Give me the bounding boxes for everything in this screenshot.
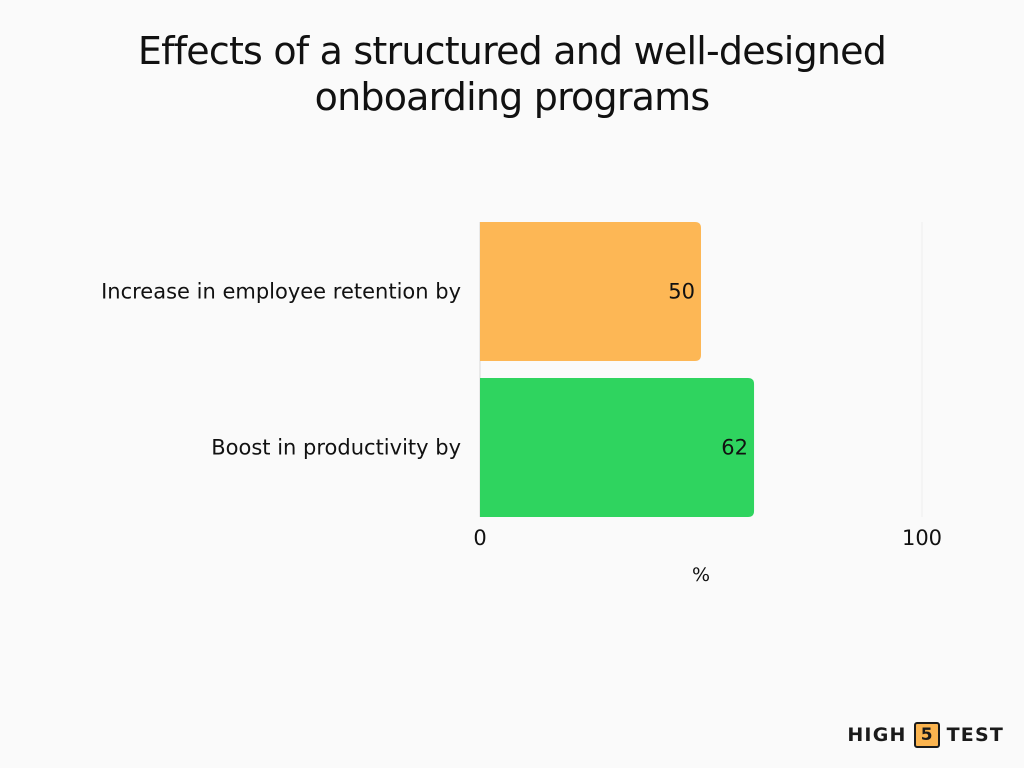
data-label-1: 50 (668, 280, 695, 304)
brand-logo-number: 5 (913, 722, 940, 748)
chart-title-line-2: onboarding programs (314, 75, 711, 119)
chart-title-line-1: Effects of a structured and well-designe… (137, 29, 887, 73)
data-label-2: 62 (721, 436, 748, 460)
brand-logo: HIGH 5 TEST (847, 722, 1004, 748)
brand-logo-right: TEST (946, 724, 1004, 746)
chart-title: Effects of a structured and well-designe… (0, 28, 1024, 120)
bar-1 (480, 222, 701, 361)
x-axis-title: % (692, 564, 710, 586)
bar-2 (480, 378, 755, 517)
category-label-1: Increase in employee retention by (101, 280, 461, 304)
category-label-2: Boost in productivity by (211, 436, 461, 460)
x-tick-label-2: 100 (902, 526, 942, 550)
brand-logo-left: HIGH (847, 724, 907, 746)
x-tick-label-1: 0 (473, 526, 486, 550)
